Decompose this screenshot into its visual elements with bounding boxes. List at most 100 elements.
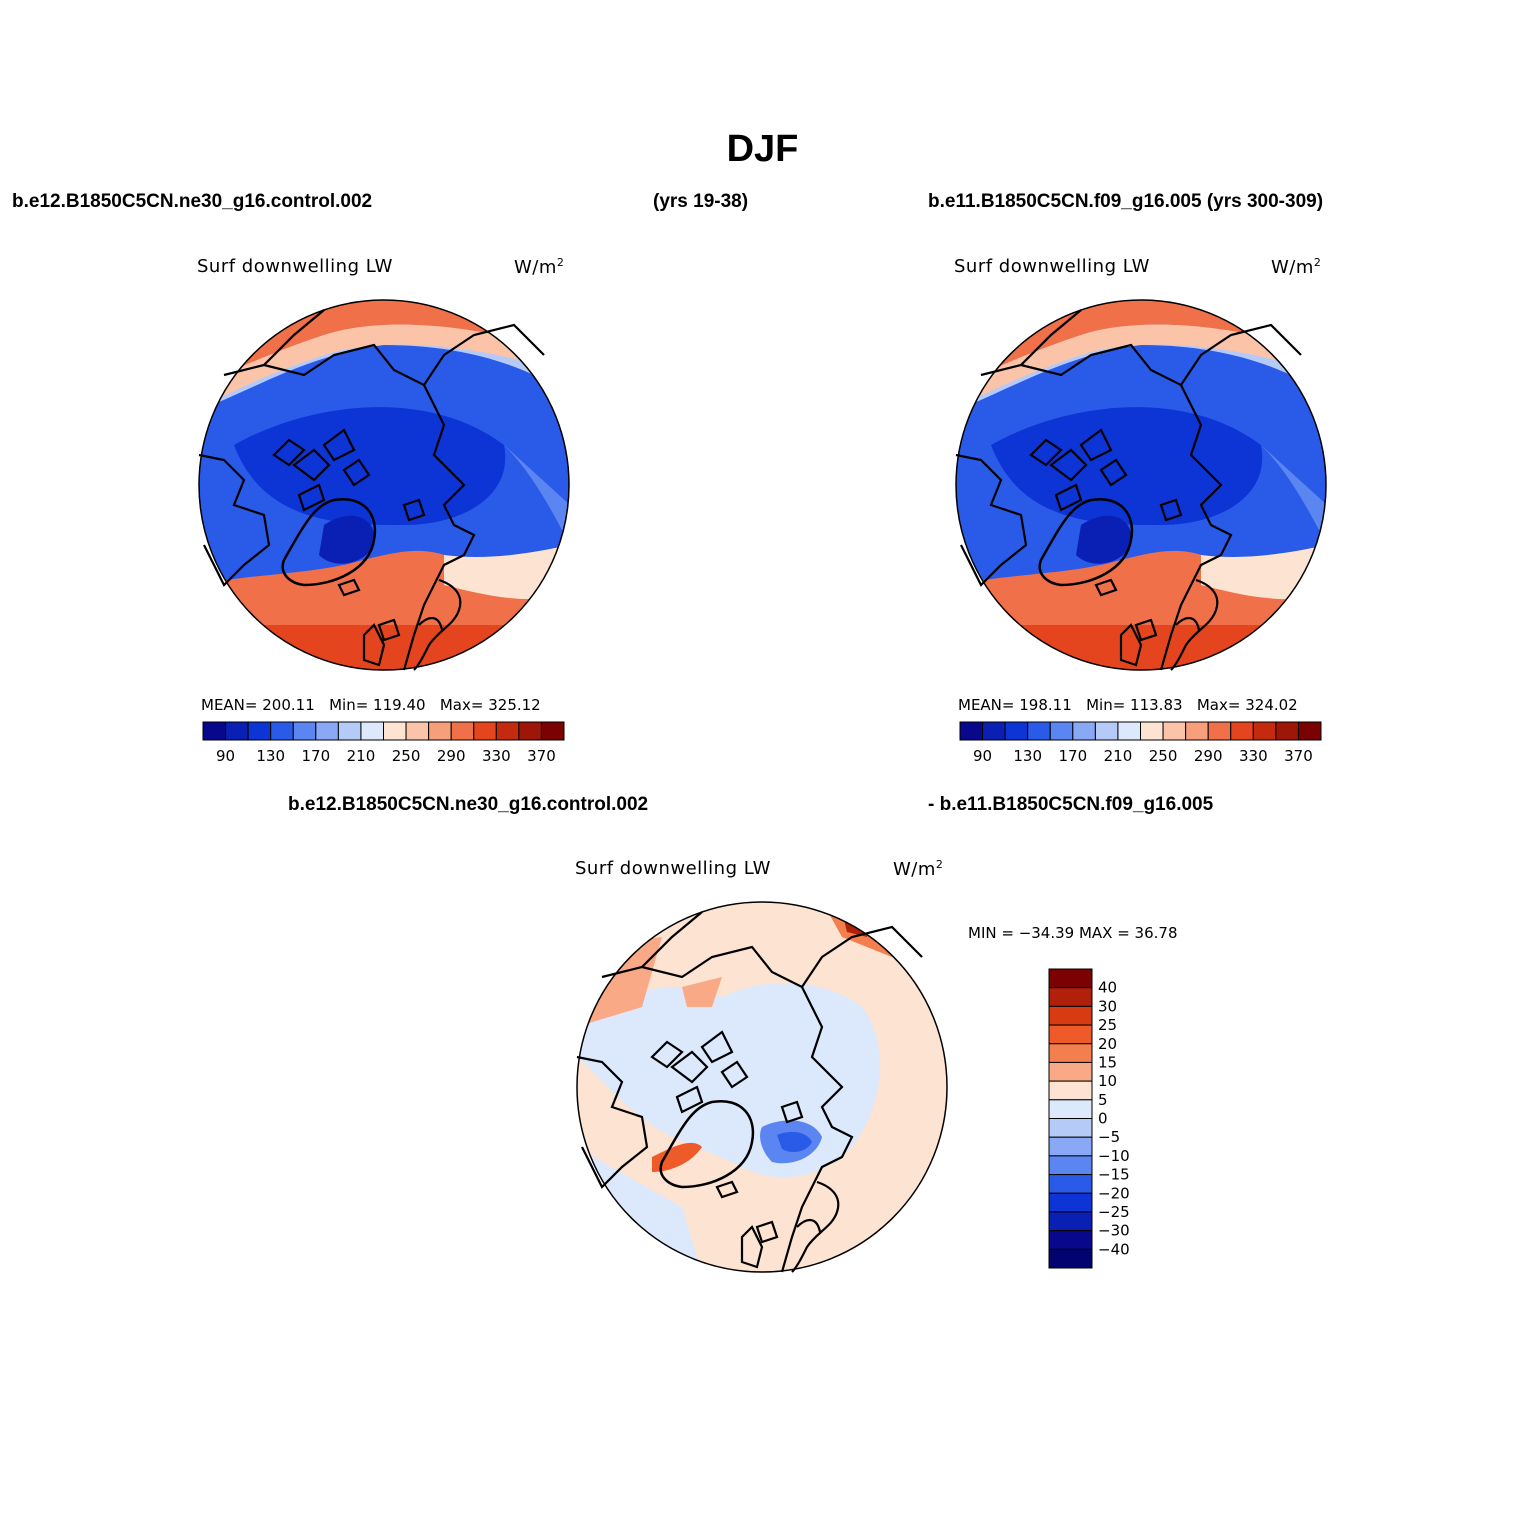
- right-colorbar-swatch: [1004, 721, 1029, 741]
- diff-colorbar-tick-label: 15: [1098, 1053, 1117, 1071]
- figure-title: DJF: [726, 128, 799, 170]
- diff-colorbar-swatch: [1048, 1005, 1093, 1026]
- left-units-text: W/m: [514, 257, 557, 278]
- left-variable-label: Surf downwelling LW: [197, 256, 393, 277]
- diff-colorbar-tick-label: 20: [1098, 1035, 1117, 1053]
- right-colorbar-tick-label: 290: [1194, 747, 1223, 765]
- right-colorbar-swatch: [1140, 721, 1164, 741]
- diff-colorbar-swatch: [1048, 1174, 1093, 1194]
- right-colorbar-tick-label: 130: [1013, 747, 1042, 765]
- left-units-sup: 2: [556, 256, 565, 269]
- right-mean-label: MEAN=: [958, 696, 1015, 714]
- diff-colorbar-swatch: [1048, 1061, 1093, 1082]
- diff-colorbar-tick-label: −40: [1098, 1240, 1130, 1258]
- diff-colorbar-swatch: [1048, 1211, 1093, 1232]
- left-colorbar-swatch: [247, 721, 272, 741]
- diff-colorbar-tick-label: 40: [1098, 979, 1117, 997]
- right-max-value: 324.02: [1245, 696, 1298, 714]
- diff-colorbar-swatch: [1048, 1192, 1093, 1213]
- right-case-header: b.e11.B1850C5CN.f09_g16.005 (yrs 300-309…: [928, 191, 1324, 212]
- left-colorbar-tick-label: 290: [437, 747, 466, 765]
- left-mean-label: MEAN=: [201, 696, 258, 714]
- left-colorbar-swatch: [202, 721, 227, 741]
- right-min-label: Min=: [1086, 696, 1126, 714]
- left-colorbar-tick-label: 370: [527, 747, 556, 765]
- diff-colorbar-tick-label: 25: [1098, 1016, 1117, 1034]
- left-colorbar-swatch: [540, 721, 565, 741]
- right-variable-label: Surf downwelling LW: [954, 256, 1150, 277]
- right-stats: MEAN= 198.11 Min= 113.83 Max= 324.02: [958, 696, 1298, 714]
- diff-colorbar-swatch: [1048, 1155, 1093, 1176]
- right-colorbar-swatch: [1207, 721, 1232, 741]
- right-colorbar-tick-label: 330: [1239, 747, 1268, 765]
- diff-colorbar-tick-label: −30: [1098, 1222, 1130, 1240]
- diff-case-a-header: b.e12.B1850C5CN.ne30_g16.control.002: [288, 794, 649, 815]
- diff-units-label: W/m2: [893, 858, 943, 880]
- right-colorbar-swatch: [1252, 721, 1277, 741]
- right-min-value: 113.83: [1130, 696, 1183, 714]
- left-colorbar-swatch: [518, 721, 542, 741]
- diff-colorbar-tick-label: −10: [1098, 1147, 1130, 1165]
- left-min-label: Min=: [329, 696, 369, 714]
- right-colorbar-tick-label: 170: [1058, 747, 1087, 765]
- diff-units-text: W/m: [893, 859, 936, 880]
- left-colorbar-swatch: [270, 721, 294, 741]
- right-colorbar-swatch: [982, 721, 1006, 741]
- left-colorbar-swatch: [405, 721, 430, 741]
- left-colorbar-swatch: [428, 721, 452, 741]
- right-max-label: Max=: [1196, 696, 1241, 714]
- diff-minmax-label: MIN = −34.39 MAX = 36.78: [968, 924, 1178, 942]
- right-mean-value: 198.11: [1019, 696, 1072, 714]
- right-colorbar-swatch: [1027, 721, 1051, 741]
- right-colorbar-tick-label: 210: [1104, 747, 1133, 765]
- left-mean-value: 200.11: [262, 696, 315, 714]
- left-colorbar-tick-label: 250: [392, 747, 421, 765]
- left-colorbar-tick-label: 90: [216, 747, 235, 765]
- right-colorbar-swatch: [1297, 721, 1322, 741]
- left-colorbar-swatch: [337, 721, 362, 741]
- diff-colorbar-swatch: [1048, 1099, 1093, 1119]
- diff-variable-label: Surf downwelling LW: [575, 858, 771, 879]
- right-units-label: W/m2: [1271, 256, 1321, 278]
- left-colorbar-swatch: [450, 721, 475, 741]
- left-colorbar-swatch: [225, 721, 249, 741]
- right-colorbar-swatch: [1230, 721, 1254, 741]
- diff-colorbar-swatch: [1048, 1043, 1093, 1063]
- right-colorbar-tick-label: 250: [1149, 747, 1178, 765]
- diff-colorbar-swatch: [1048, 1230, 1093, 1250]
- left-colorbar: 90 130 170 210 250 290 330 370: [202, 721, 565, 765]
- diff-colorbar-swatch: [1048, 1248, 1093, 1269]
- left-colorbar-swatch: [495, 721, 520, 741]
- diff-colorbar-swatch: [1048, 968, 1093, 989]
- right-colorbar-swatch: [1117, 721, 1141, 741]
- diff-units-sup: 2: [935, 858, 944, 871]
- right-colorbar-swatch: [1185, 721, 1209, 741]
- diff-colorbar-swatch: [1048, 1118, 1093, 1138]
- left-colorbar-tick-label: 170: [301, 747, 330, 765]
- right-colorbar-swatch: [1275, 721, 1299, 741]
- left-max-value: 325.12: [488, 696, 541, 714]
- right-colorbar-swatch: [1049, 721, 1074, 741]
- left-colorbar-tick-label: 130: [256, 747, 285, 765]
- right-colorbar-swatch: [1072, 721, 1096, 741]
- left-colorbar-swatch: [292, 721, 317, 741]
- right-colorbar-swatch: [1094, 721, 1119, 741]
- diff-colorbar-swatch: [1048, 1080, 1093, 1101]
- diff-colorbar-tick-label: 0: [1098, 1110, 1108, 1128]
- right-units-sup: 2: [1313, 256, 1322, 269]
- diff-colorbar-tick-label: 10: [1098, 1072, 1117, 1090]
- diff-colorbar-swatch: [1048, 987, 1093, 1007]
- right-units-text: W/m: [1271, 257, 1314, 278]
- left-max-label: Max=: [439, 696, 484, 714]
- left-min-value: 119.40: [373, 696, 426, 714]
- diff-colorbar-tick-label: −5: [1098, 1128, 1120, 1146]
- diff-colorbar-tick-label: −20: [1098, 1184, 1130, 1202]
- left-colorbar-tick-label: 210: [347, 747, 376, 765]
- right-colorbar-tick-label: 370: [1284, 747, 1313, 765]
- right-colorbar-swatch: [959, 721, 984, 741]
- diff-colorbar-tick-label: 5: [1098, 1091, 1108, 1109]
- diff-colorbar-swatch: [1048, 1136, 1093, 1157]
- diff-colorbar-swatch: [1048, 1024, 1093, 1045]
- left-case-header: b.e12.B1850C5CN.ne30_g16.control.002: [12, 191, 373, 212]
